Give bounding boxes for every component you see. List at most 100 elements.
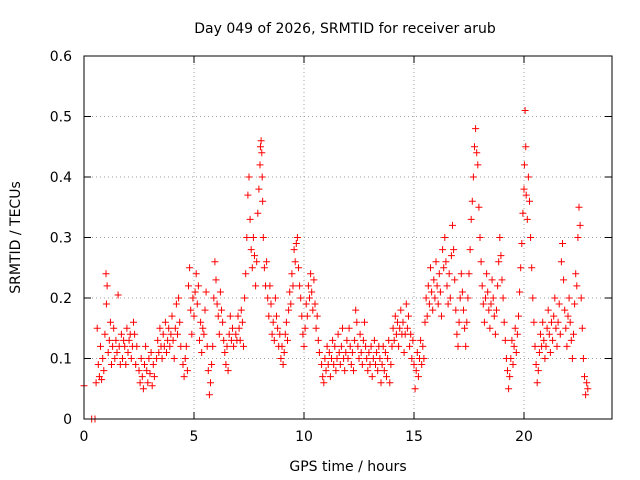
- data-point: [183, 367, 191, 375]
- y-tick-label: 0.2: [50, 291, 72, 307]
- data-point: [204, 367, 212, 375]
- data-point: [329, 336, 337, 344]
- data-point: [495, 258, 503, 266]
- data-point: [236, 336, 244, 344]
- x-tick-label: 5: [190, 429, 199, 445]
- data-point: [348, 348, 356, 356]
- data-point: [444, 300, 452, 308]
- data-point: [551, 294, 559, 302]
- data-point: [563, 342, 571, 350]
- data-point: [279, 361, 287, 369]
- data-point: [438, 312, 445, 320]
- data-point: [452, 306, 460, 314]
- y-tick-label: 0: [63, 412, 72, 428]
- data-point: [106, 318, 114, 326]
- axis-tick-labels: 0 0.1 0.2 0.3 0.4 0.5 0.6 0 5 10 15 20: [50, 49, 533, 445]
- data-point: [207, 379, 214, 387]
- data-point: [379, 342, 387, 350]
- data-point: [399, 318, 407, 326]
- data-point: [517, 264, 525, 272]
- data-point: [570, 330, 577, 338]
- data-point: [237, 306, 245, 314]
- data-point: [413, 348, 421, 356]
- data-point: [507, 355, 515, 362]
- data-point: [494, 282, 502, 290]
- data-point: [454, 342, 462, 350]
- data-point: [142, 342, 150, 350]
- data-point: [446, 294, 454, 302]
- data-point: [407, 330, 415, 338]
- data-point: [220, 336, 228, 344]
- data-point: [347, 361, 355, 369]
- data-point: [351, 336, 359, 344]
- data-point: [422, 294, 430, 302]
- data-point: [323, 342, 331, 350]
- y-tick-label: 0.6: [50, 49, 72, 65]
- data-point: [205, 391, 213, 399]
- data-point: [229, 324, 236, 332]
- data-point: [185, 282, 192, 290]
- data-point: [209, 342, 217, 350]
- data-point: [265, 312, 273, 320]
- data-point: [94, 361, 102, 369]
- data-point: [522, 143, 530, 151]
- data-point: [423, 312, 431, 320]
- data-point: [97, 342, 104, 350]
- data-point: [474, 161, 482, 169]
- data-point: [545, 330, 553, 338]
- data-point: [546, 348, 554, 356]
- data-point: [357, 348, 365, 356]
- data-point: [282, 318, 290, 326]
- data-point: [253, 258, 261, 266]
- data-point: [196, 336, 203, 344]
- data-point: [218, 306, 225, 314]
- data-point: [222, 361, 230, 369]
- data-point: [141, 361, 148, 369]
- data-point: [201, 306, 209, 314]
- data-point: [500, 318, 508, 326]
- data-point: [163, 348, 170, 356]
- data-point: [210, 294, 218, 302]
- data-point: [172, 300, 180, 308]
- data-point: [484, 288, 492, 296]
- data-point: [397, 306, 405, 314]
- data-point: [353, 318, 361, 326]
- data-point: [391, 312, 399, 320]
- data-point: [104, 348, 112, 356]
- data-point: [311, 300, 319, 308]
- data-point: [146, 370, 154, 378]
- data-point: [559, 240, 566, 248]
- data-point: [303, 312, 311, 320]
- data-point: [101, 330, 109, 338]
- data-point: [300, 342, 308, 350]
- data-point: [235, 324, 243, 332]
- data-point: [215, 330, 223, 338]
- data-point: [189, 294, 197, 302]
- data-point: [521, 106, 529, 114]
- data-point: [98, 376, 106, 384]
- data-point: [475, 203, 483, 211]
- axis-ticks: [83, 55, 612, 420]
- data-point: [187, 306, 195, 314]
- data-point: [355, 355, 363, 362]
- data-point: [406, 342, 414, 350]
- data-point: [561, 306, 569, 314]
- data-point: [346, 342, 354, 350]
- data-point: [245, 173, 253, 181]
- data-point: [487, 300, 495, 308]
- data-point: [224, 367, 232, 375]
- data-point: [92, 379, 100, 387]
- data-point: [150, 373, 158, 381]
- data-point: [405, 312, 412, 320]
- data-point: [478, 282, 486, 290]
- data-point: [254, 209, 262, 217]
- data-point: [425, 300, 433, 308]
- data-point: [232, 330, 240, 338]
- data-point: [482, 294, 489, 302]
- data-point: [93, 324, 101, 332]
- data-point: [192, 270, 200, 278]
- data-point: [557, 258, 565, 266]
- data-point: [388, 342, 396, 350]
